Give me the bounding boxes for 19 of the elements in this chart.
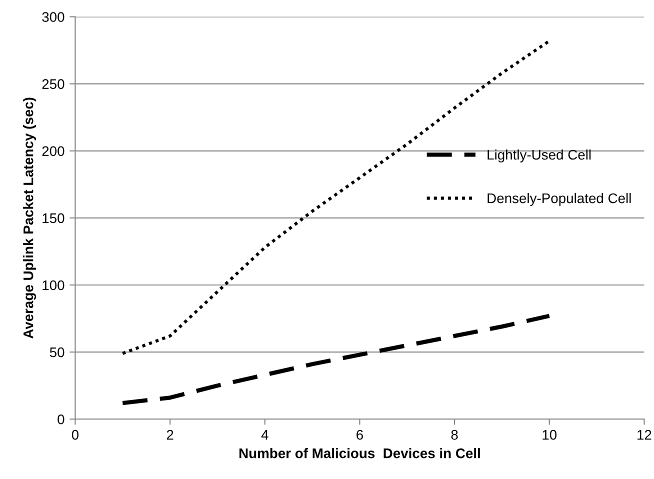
y-axis-title: Average Uplink Packet Latency (sec) <box>23 98 36 339</box>
x-tick-label: 6 <box>356 430 363 440</box>
x-tick-label: 2 <box>166 430 174 440</box>
line-series <box>120 314 552 406</box>
y-tick-label: 150 <box>42 213 64 224</box>
y-tick-label: 100 <box>42 280 64 290</box>
y-tick-label: 200 <box>42 146 64 156</box>
legend-label: Densely-Populated Cell <box>488 192 631 206</box>
x-tick-label: 8 <box>451 430 458 440</box>
y-tick-label: 50 <box>50 347 64 358</box>
y-tick-label: 300 <box>42 12 64 22</box>
y-tick-label: 0 <box>58 414 64 424</box>
x-tick-label: 10 <box>542 430 557 440</box>
x-tick-label: 0 <box>72 430 79 440</box>
y-tick-label: 250 <box>42 79 64 89</box>
x-axis-title: Number of Malicious Devices in Cell <box>239 448 480 458</box>
legend-label: Lightly-Used Cell <box>488 149 591 162</box>
x-tick-label: 12 <box>638 430 652 440</box>
x-tick-label: 4 <box>261 430 268 440</box>
